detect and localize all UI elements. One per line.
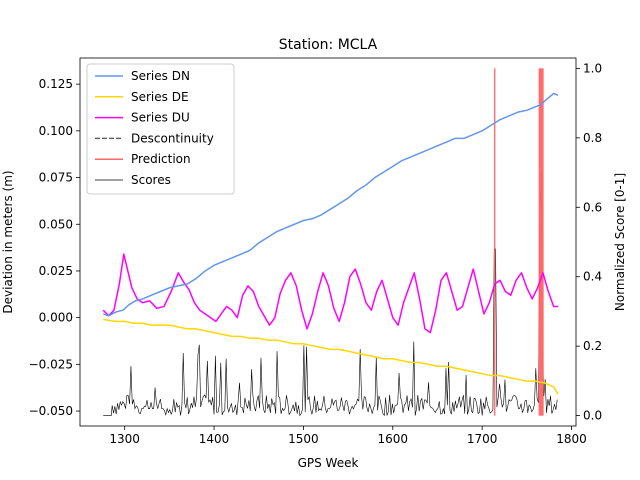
x-tick-label: 1400: [199, 432, 230, 446]
y-axis-label: Deviation in meters (m): [1, 170, 15, 313]
y2-tick-label: 1.0: [583, 61, 602, 75]
legend-label-series-dn: Series DN: [131, 69, 190, 83]
x-tick-label: 1300: [109, 432, 140, 446]
series-series-dn-line: [102, 92, 559, 317]
y-tick-label: 0.100: [39, 124, 73, 138]
axes-layer: 1300 1400 1500 1600 1700 1800−0.050−0.0250.00…: [29, 57, 602, 446]
x-tick-label: 1500: [288, 432, 319, 446]
y-tick-label: 0.050: [39, 217, 73, 231]
series-series-de-line: [103, 318, 559, 395]
legend-label-series-de: Series DE: [131, 90, 189, 104]
legend-label-prediction: Prediction: [131, 152, 191, 166]
series-series-du-line: [102, 253, 559, 334]
plot-frame: [79, 57, 577, 427]
legend: Series DN Series DE Series DU Descontinuity…: [86, 63, 235, 195]
y2-tick-label: 0.4: [583, 270, 602, 284]
y2-tick-label: 0.8: [583, 131, 602, 145]
y2-tick-label: 0.6: [583, 200, 602, 214]
y2-axis-label: Normalized Score [0-1]: [613, 173, 627, 311]
y-tick-label: 0.125: [39, 77, 73, 91]
y2-tick-label: 0.0: [583, 409, 602, 423]
y-tick-label: −0.050: [29, 404, 73, 418]
legend-label-series-du: Series DU: [131, 111, 190, 125]
legend-box: [86, 63, 235, 195]
legend-label-descontinuity: Descontinuity: [131, 131, 214, 145]
y-tick-label: 0.025: [39, 264, 73, 278]
series-layer: [102, 68, 559, 417]
y-tick-label: 0.075: [39, 171, 73, 185]
series-scores-line: [103, 172, 558, 417]
x-tick-label: 1800: [556, 432, 587, 446]
y-tick-label: −0.025: [29, 357, 73, 371]
x-tick-label: 1700: [467, 432, 498, 446]
x-tick-label: 1600: [378, 432, 409, 446]
y-tick-label: 0.000: [39, 311, 73, 325]
y2-tick-label: 0.2: [583, 339, 602, 353]
legend-label-scores: Scores: [131, 173, 171, 187]
chart-title: Station: MCLA: [279, 37, 378, 53]
x-axis-label: GPS Week: [298, 456, 359, 470]
